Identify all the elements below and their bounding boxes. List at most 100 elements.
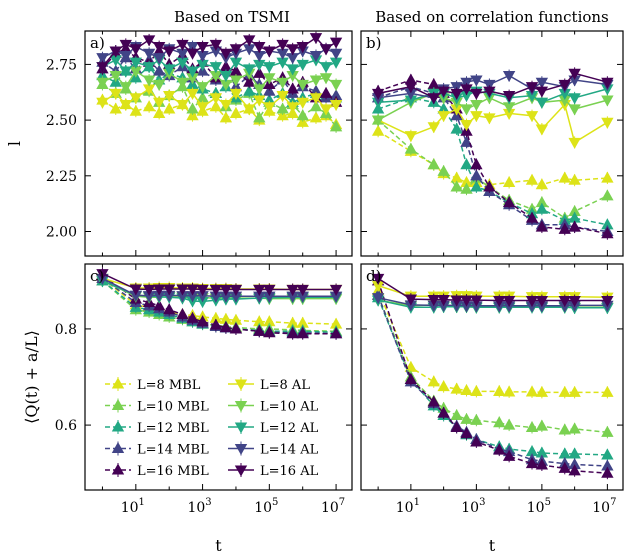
data-point bbox=[601, 189, 614, 201]
data-point bbox=[176, 57, 189, 69]
data-point bbox=[309, 84, 323, 96]
data-point bbox=[219, 284, 233, 296]
data-point bbox=[186, 102, 199, 114]
x-axis-label: t bbox=[489, 536, 496, 554]
data-point bbox=[601, 425, 614, 437]
data-point bbox=[142, 100, 156, 112]
data-point bbox=[219, 99, 233, 112]
data-point bbox=[229, 322, 243, 334]
series-group bbox=[96, 31, 343, 133]
data-point bbox=[437, 86, 450, 98]
data-point bbox=[196, 102, 209, 114]
column-title-left: Based on TSMI bbox=[174, 8, 290, 26]
data-point bbox=[371, 88, 385, 100]
panel-0: 2.00 2.25 2.50 2.75 a) l bbox=[5, 30, 353, 257]
data-point bbox=[437, 102, 450, 114]
data-point bbox=[535, 77, 549, 89]
data-point bbox=[568, 93, 581, 105]
plot-frame bbox=[360, 30, 624, 257]
legend-label: L=16 MBL bbox=[137, 464, 209, 479]
data-point bbox=[558, 79, 571, 91]
data-point bbox=[119, 82, 132, 94]
y-tick-label: 0.8 bbox=[55, 322, 77, 338]
series-group bbox=[371, 272, 614, 480]
legend-marker bbox=[234, 400, 248, 412]
y-tick-label: 2.00 bbox=[46, 224, 77, 240]
data-point bbox=[535, 419, 549, 431]
data-point bbox=[263, 62, 276, 74]
data-point bbox=[601, 218, 614, 230]
data-point bbox=[450, 88, 463, 100]
data-point bbox=[329, 89, 343, 101]
x-tick-label: 107 bbox=[321, 497, 345, 516]
data-point bbox=[502, 91, 516, 103]
x-axis-label: t bbox=[215, 536, 222, 554]
data-point bbox=[253, 315, 266, 327]
data-point bbox=[329, 120, 343, 132]
data-point bbox=[129, 93, 143, 105]
data-point bbox=[129, 44, 143, 56]
x-tick-label: 101 bbox=[121, 497, 145, 516]
data-point bbox=[319, 44, 333, 56]
data-point bbox=[493, 295, 506, 308]
data-point bbox=[276, 91, 289, 103]
data-point bbox=[502, 102, 516, 114]
legend-label: L=10 AL bbox=[260, 400, 319, 415]
data-point bbox=[186, 311, 199, 323]
data-point bbox=[286, 53, 299, 65]
data-point bbox=[493, 384, 506, 396]
data-point bbox=[483, 180, 496, 192]
data-point bbox=[129, 57, 143, 69]
data-point bbox=[502, 385, 516, 397]
data-point bbox=[460, 158, 473, 170]
data-point bbox=[568, 458, 581, 470]
data-point bbox=[229, 313, 243, 325]
data-point bbox=[427, 158, 440, 170]
y-axis-label: l bbox=[5, 141, 24, 146]
data-point bbox=[525, 457, 539, 469]
legend-label: L=10 MBL bbox=[137, 400, 209, 415]
data-point bbox=[142, 62, 156, 74]
data-point bbox=[276, 57, 289, 69]
data-point bbox=[219, 79, 233, 91]
data-point bbox=[568, 220, 581, 232]
data-point bbox=[309, 93, 323, 105]
data-point bbox=[601, 95, 614, 107]
data-point bbox=[535, 124, 549, 136]
data-point bbox=[253, 111, 266, 123]
data-point bbox=[109, 102, 122, 114]
series-line bbox=[102, 280, 337, 303]
data-point bbox=[460, 301, 473, 313]
data-point bbox=[319, 104, 333, 116]
legend-marker bbox=[234, 379, 248, 391]
legend: L=8 MBL L=10 MBL L=12 MBL L=14 MBL L=16 MBL L… bbox=[105, 377, 319, 479]
data-point bbox=[119, 39, 132, 51]
data-point bbox=[450, 420, 463, 433]
panel-2: 0.6 0.8 101 103 105 107 c) ⟨Q(t) + a/L⟩ t L=8 MBL… bbox=[22, 263, 353, 554]
panel-3: 101 103 105 107 d) t bbox=[360, 263, 624, 554]
data-point bbox=[309, 111, 323, 123]
data-point bbox=[196, 296, 209, 309]
data-point bbox=[329, 284, 343, 296]
data-point bbox=[371, 124, 385, 136]
panel-label: d) bbox=[366, 267, 381, 285]
data-point bbox=[329, 57, 343, 69]
data-point bbox=[309, 33, 323, 45]
data-point bbox=[558, 295, 571, 308]
data-point bbox=[196, 82, 209, 94]
data-point bbox=[450, 382, 463, 394]
data-point bbox=[568, 211, 581, 223]
data-point bbox=[152, 79, 166, 91]
data-point bbox=[286, 44, 299, 56]
data-point bbox=[525, 445, 539, 457]
data-point bbox=[176, 99, 189, 112]
legend-label: L=8 AL bbox=[260, 378, 310, 393]
data-point bbox=[253, 66, 266, 78]
data-point bbox=[209, 291, 223, 303]
data-point bbox=[535, 295, 549, 308]
data-point bbox=[450, 104, 463, 116]
legend-marker bbox=[111, 442, 125, 454]
data-point bbox=[296, 42, 309, 54]
data-point bbox=[568, 104, 581, 116]
data-point bbox=[186, 66, 199, 78]
